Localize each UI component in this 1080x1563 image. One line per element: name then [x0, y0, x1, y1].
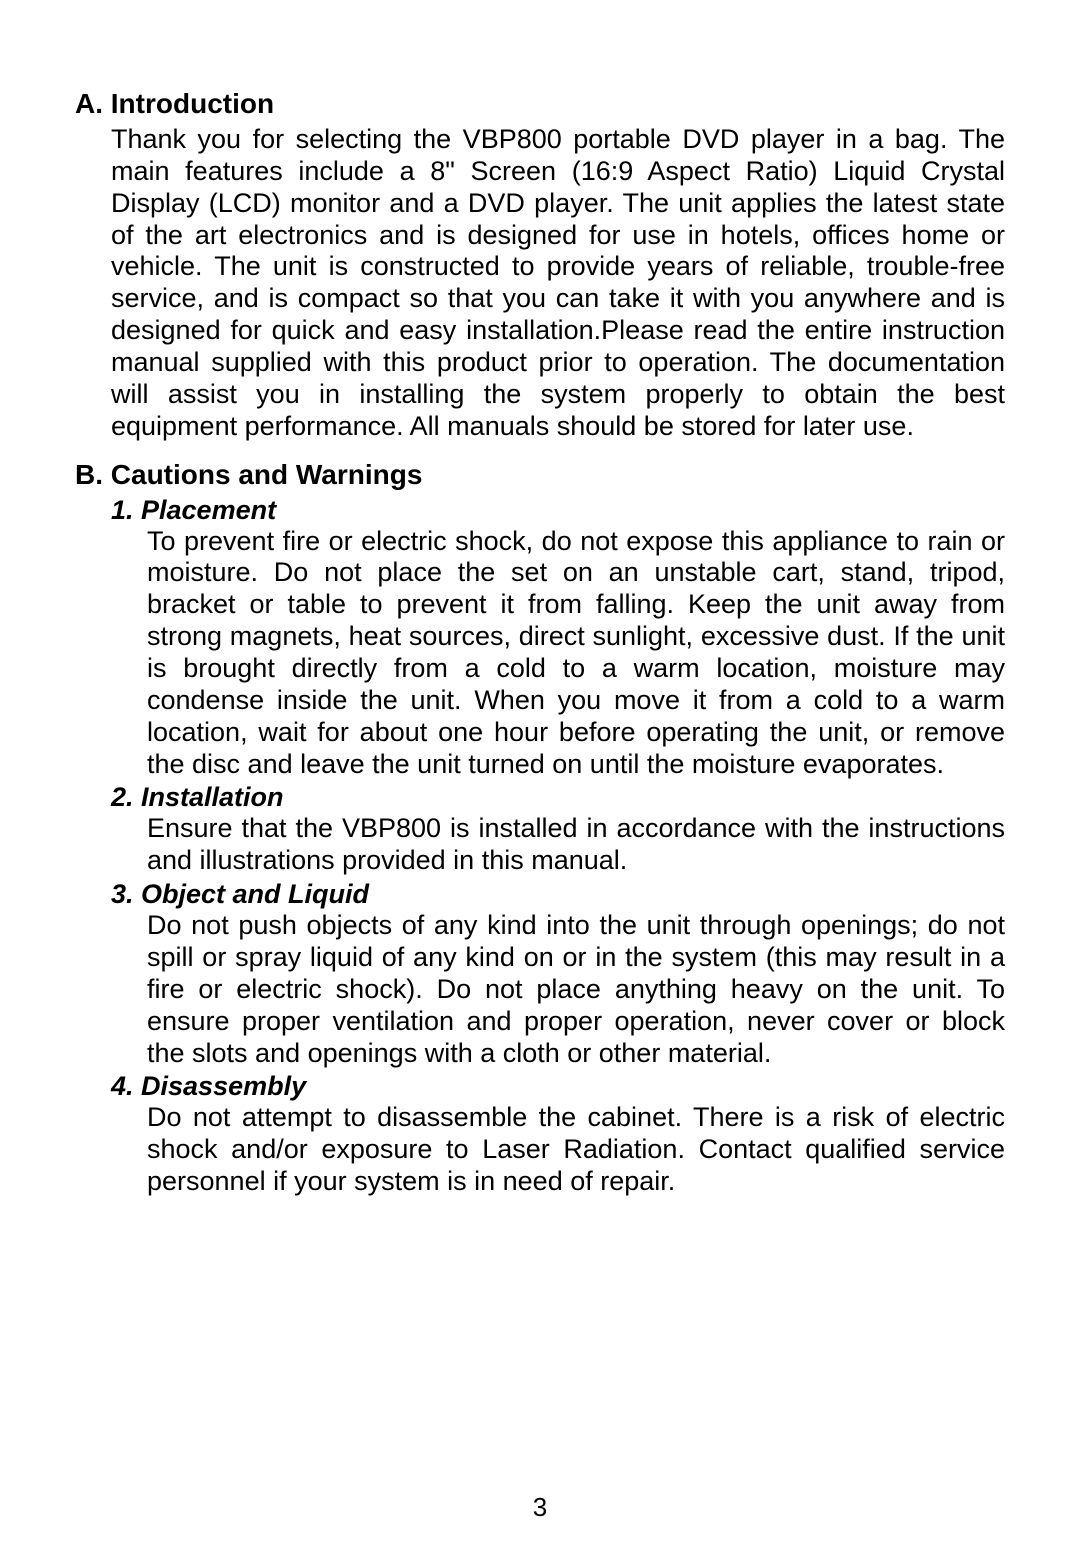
subsection-1-body: To prevent fire or electric shock, do no… — [147, 526, 1005, 781]
subsection-2-body: Ensure that the VBP800 is installed in a… — [147, 813, 1005, 877]
page-number: 3 — [0, 1492, 1080, 1523]
section-a-heading: A. Introduction — [75, 88, 1005, 120]
section-b-heading: B. Cautions and Warnings — [75, 459, 1005, 491]
section-a-body: Thank you for selecting the VBP800 porta… — [111, 124, 1005, 443]
subsection-4-body: Do not attempt to disassemble the cabine… — [147, 1102, 1005, 1198]
subsection-4-title: 4. Disassembly — [111, 1071, 1005, 1102]
subsection-1-title: 1. Placement — [111, 495, 1005, 526]
subsection-2-title: 2. Installation — [111, 782, 1005, 813]
subsection-3-title: 3. Object and Liquid — [111, 879, 1005, 910]
subsection-3-body: Do not push objects of any kind into the… — [147, 910, 1005, 1069]
